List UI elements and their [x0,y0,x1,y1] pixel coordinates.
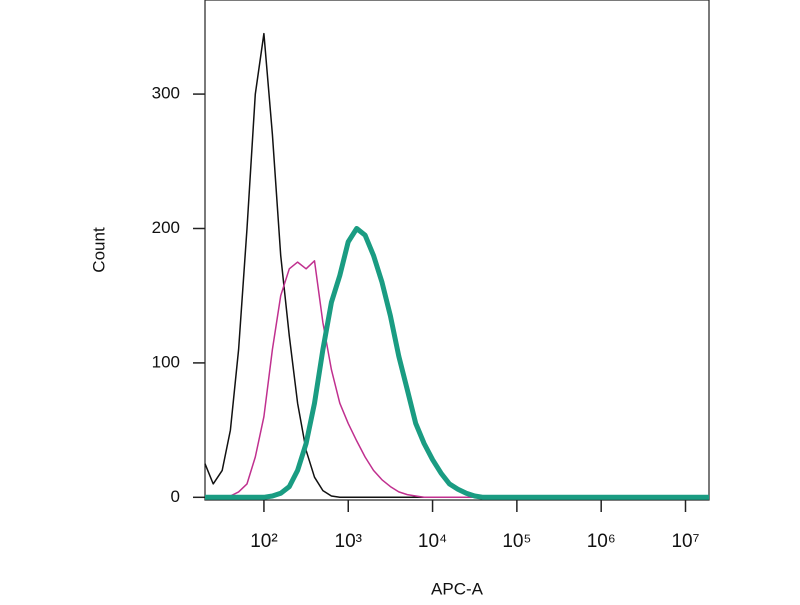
x-tick-label: 10⁶ [587,531,616,552]
y-tick-label: 300 [152,84,180,103]
x-tick-label: 10⁵ [502,531,531,552]
y-tick-label: 100 [152,352,180,371]
plot-frame [204,0,710,501]
x-axis-label: APC-A [431,579,484,598]
series-line [204,32,709,499]
y-tick-label: 0 [171,487,180,506]
x-tick-label: 10³ [335,531,362,552]
x-tick-label: 10⁷ [671,531,699,552]
y-axis-label: Count [89,227,108,273]
x-tick-label: 10² [250,531,277,552]
y-tick-label: 200 [152,218,180,237]
x-tick-label: 10⁴ [418,531,447,552]
series-line [205,226,709,500]
series-line [205,260,709,499]
